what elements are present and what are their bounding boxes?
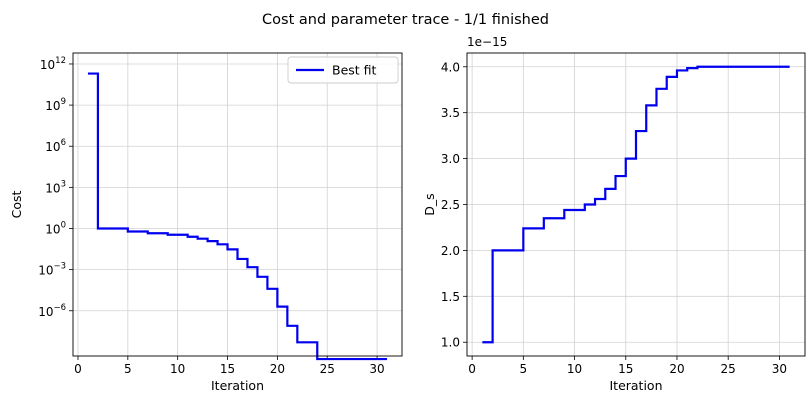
y-tick-label: 1.0 xyxy=(441,336,460,350)
y-tick-label: 100 xyxy=(45,220,66,236)
y-tick-label: 3.0 xyxy=(441,152,460,166)
series-line xyxy=(87,72,388,361)
ds-axes: 0 5 10 15 20 25 30 1.0 1.5 2.0 2.5 3.0 3.5 4.0 Iterati… xyxy=(422,35,806,393)
x-tick-label: 10 xyxy=(170,362,185,376)
x-axis-label: Iteration xyxy=(211,378,264,393)
x-tick-label: 15 xyxy=(618,362,633,376)
y-tick-label: 10−3 xyxy=(38,262,66,278)
y-tick-label: 1.5 xyxy=(441,290,460,304)
y-tick-label: 106 xyxy=(45,138,66,154)
y-tick-label: 2.0 xyxy=(441,244,460,258)
series-line xyxy=(482,65,790,344)
figure-title: Cost and parameter trace - 1/1 finished xyxy=(262,12,549,28)
x-tick-label: 5 xyxy=(124,362,132,376)
y-offset-label: 1e−15 xyxy=(467,35,507,49)
axes-frame xyxy=(72,52,403,357)
y-tick-label: 3.5 xyxy=(441,106,460,120)
x-tick-label: 30 xyxy=(772,362,787,376)
x-axis-label: Iteration xyxy=(609,378,662,393)
y-tick-label: 103 xyxy=(45,179,66,195)
x-tick-label: 20 xyxy=(669,362,684,376)
y-tick-label: 1012 xyxy=(40,56,66,72)
cost-axes: 0 5 10 15 20 25 30 1012 109 106 103 100 10−3 10−6 Iter… xyxy=(9,52,403,393)
x-tick-label: 30 xyxy=(369,362,384,376)
x-tick-label: 0 xyxy=(468,362,476,376)
legend-box xyxy=(287,56,399,84)
y-tick-label: 109 xyxy=(45,97,66,113)
x-tick-label: 25 xyxy=(320,362,335,376)
x-tick-label: 25 xyxy=(721,362,736,376)
y-tick-label: 10−6 xyxy=(38,303,66,319)
y-tick-label: 2.5 xyxy=(441,198,460,212)
x-tick-label: 5 xyxy=(520,362,528,376)
y-tick-label: 4.0 xyxy=(441,60,460,74)
axes-frame xyxy=(466,52,806,357)
x-tick-label: 0 xyxy=(74,362,82,376)
x-tick-label: 15 xyxy=(220,362,235,376)
legend-label: Best fit xyxy=(332,63,377,78)
x-tick-label: 20 xyxy=(270,362,285,376)
y-axis-label: D_s xyxy=(422,193,437,215)
x-tick-label: 10 xyxy=(567,362,582,376)
y-axis-label: Cost xyxy=(9,191,24,219)
